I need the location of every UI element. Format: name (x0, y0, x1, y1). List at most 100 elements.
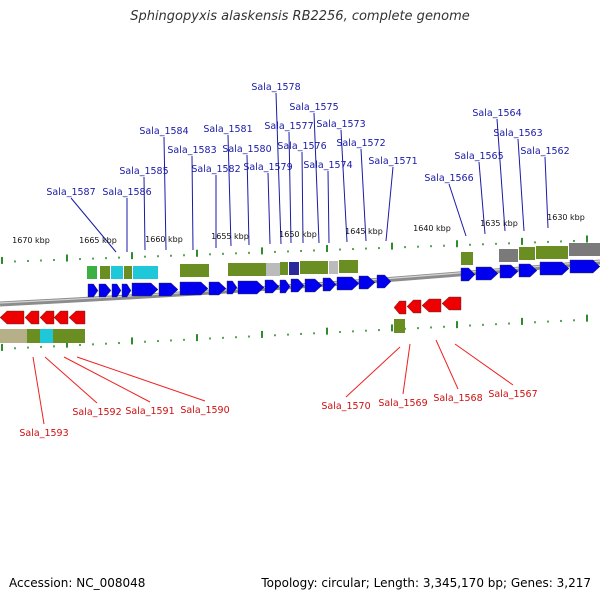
scale-label: 1640 kbp (413, 224, 451, 233)
cog-box (100, 266, 110, 279)
accession-text: Accession: NC_008048 (9, 576, 146, 590)
gene-leader-line (313, 112, 320, 244)
gene-leader-line (544, 156, 549, 229)
gene-leader-line (275, 92, 282, 245)
map-title: Sphingopyxis alaskensis RB2256, complete… (130, 9, 470, 24)
cog-box (228, 263, 266, 276)
gene-leader-line (76, 356, 206, 402)
forward-gene-arrow (569, 259, 600, 274)
gene-leader-line (496, 118, 506, 232)
scale-ticks-top (1, 235, 588, 264)
gene-leader-line (454, 343, 514, 386)
gene-leader-line (163, 136, 167, 251)
reverse-gene-arrow (406, 299, 422, 314)
forward-gene-arrow (179, 281, 209, 296)
cog-box (339, 260, 358, 273)
forward-gene-arrow (158, 282, 179, 297)
scale-label: 1645 kbp (345, 227, 383, 236)
scale-labels: 1670 kbp 1665 kbp 1660 kbp 1655 kbp 1650 kbp… (12, 213, 585, 245)
gene-label: Sala_1593 (19, 428, 68, 439)
gene-label: Sala_1573 (316, 119, 365, 130)
forward-gene-arrow (475, 266, 499, 281)
cog-box (87, 266, 97, 279)
gene-leader-line (301, 151, 304, 244)
scale-label: 1655 kbp (211, 232, 249, 241)
gene-label: Sala_1591 (125, 406, 174, 417)
gene-label: Sala_1584 (139, 126, 188, 137)
forward-gene-arrow (279, 279, 291, 294)
gene-label: Sala_1581 (203, 124, 252, 135)
reverse-gene-arrow (53, 310, 69, 325)
gene-label: Sala_1571 (368, 156, 417, 167)
gene-leader-line (327, 170, 330, 244)
forward-gene-arrow (304, 278, 323, 293)
gene-leader-line (288, 131, 292, 244)
cog-box (300, 261, 328, 274)
reverse-gene-arrow (39, 310, 55, 325)
gene-label: Sala_1575 (289, 102, 338, 113)
forward-gene-arrow (322, 277, 337, 292)
cog-box (280, 262, 288, 275)
gene-leader-line (32, 356, 45, 425)
gene-label: Sala_1585 (119, 166, 168, 177)
gene-leader-line (517, 138, 525, 232)
forward-gene-arrow (336, 276, 360, 291)
gene-label: Sala_1564 (472, 108, 521, 119)
cog-box (133, 266, 158, 279)
forward-gene-arrow (460, 267, 476, 282)
gene-leader-line (227, 134, 232, 247)
gene-leader-line (63, 356, 151, 403)
scale-label: 1660 kbp (145, 235, 183, 244)
scale-label: 1670 kbp (12, 236, 50, 245)
gene-leader-line (267, 172, 271, 245)
gene-leader-line (246, 154, 250, 246)
cog-box (569, 243, 600, 256)
forward-gene-arrow (376, 274, 392, 289)
forward-gene-arrow (226, 280, 238, 295)
reverse-gene-arrow (393, 300, 407, 315)
forward-gene-arrow (208, 281, 227, 296)
cog-box (40, 329, 53, 343)
cog-box (536, 246, 568, 259)
gene-labels: Sala_1587 Sala_1586 Sala_1585 Sala_1584 Sala… (19, 82, 569, 439)
cog-box (180, 264, 209, 277)
forward-gene-arrow (111, 283, 122, 298)
gene-leader-line (340, 129, 348, 243)
cog-box (329, 261, 338, 274)
gene-label: Sala_1576 (277, 141, 326, 152)
gene-label: Sala_1567 (488, 389, 537, 400)
cog-box (27, 329, 40, 343)
gene-label: Sala_1572 (336, 138, 385, 149)
gene-leader-line (385, 166, 394, 242)
cog-box (111, 266, 123, 279)
reverse-gene-arrow (68, 310, 86, 325)
gene-leader-line (360, 148, 367, 242)
gene-label: Sala_1590 (180, 405, 229, 416)
forward-gene-arrow (499, 264, 519, 279)
gene-label: Sala_1578 (251, 82, 300, 93)
gene-leader-line (44, 356, 98, 404)
gene-arrows (0, 259, 600, 325)
reverse-gene-arrow (0, 310, 25, 325)
cog-box (394, 319, 405, 333)
gene-label: Sala_1582 (191, 164, 240, 175)
cog-box (124, 266, 132, 279)
scale-ticks-bottom (1, 314, 588, 351)
gene-label: Sala_1586 (102, 187, 151, 198)
forward-gene-arrow (518, 263, 538, 278)
gene-label: Sala_1574 (303, 160, 352, 171)
gene-label: Sala_1580 (222, 144, 271, 155)
reverse-gene-arrow (421, 298, 442, 313)
forward-gene-arrow (121, 283, 132, 298)
cog-track-reverse (0, 319, 405, 343)
gene-leader-line (402, 343, 411, 395)
gene-label: Sala_1587 (46, 187, 95, 198)
gene-leader-line (191, 155, 194, 251)
forward-gene-arrow (264, 279, 280, 294)
genome-summary-text: Topology: circular; Length: 3,345,170 bp… (261, 576, 591, 590)
forward-gene-arrow (131, 282, 159, 297)
gene-label: Sala_1563 (493, 128, 542, 139)
gene-leader-line (70, 197, 117, 253)
gene-label: Sala_1577 (264, 121, 313, 132)
